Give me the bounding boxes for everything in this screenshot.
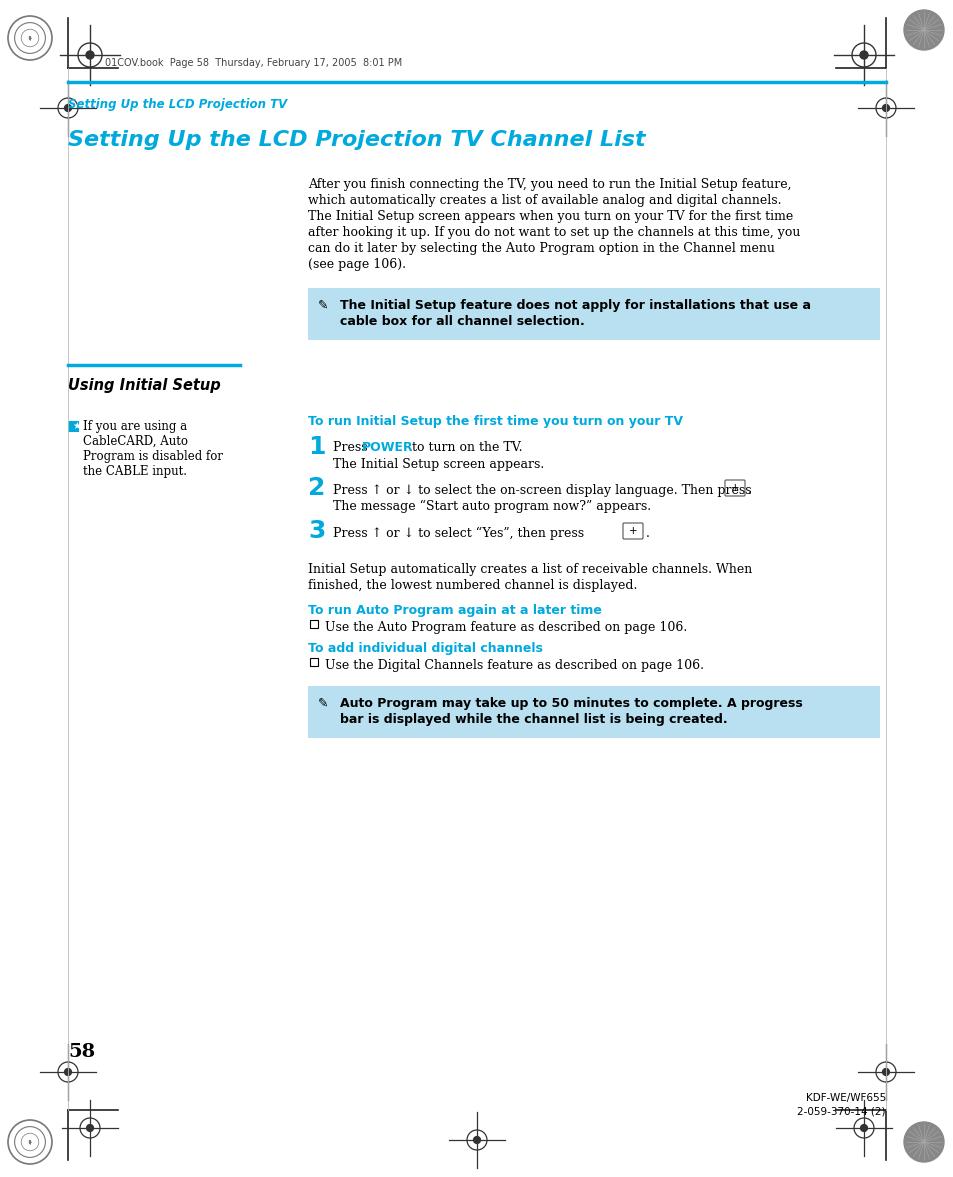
Text: The message “Start auto program now?” appears.: The message “Start auto program now?” ap… xyxy=(333,500,651,513)
Text: 01COV.book  Page 58  Thursday, February 17, 2005  8:01 PM: 01COV.book Page 58 Thursday, February 17… xyxy=(105,58,402,68)
Text: can do it later by selecting the Auto Program option in the Channel menu: can do it later by selecting the Auto Pr… xyxy=(308,242,774,255)
Text: POWER: POWER xyxy=(361,441,414,454)
Circle shape xyxy=(65,1069,71,1076)
Text: If you are using a: If you are using a xyxy=(83,420,187,433)
Text: Auto Program may take up to 50 minutes to complete. A progress: Auto Program may take up to 50 minutes t… xyxy=(339,697,801,710)
Circle shape xyxy=(859,51,867,59)
FancyBboxPatch shape xyxy=(308,686,879,738)
Text: Program is disabled for: Program is disabled for xyxy=(83,450,223,463)
Text: 58: 58 xyxy=(68,1043,95,1060)
Text: ✎: ✎ xyxy=(317,299,328,312)
Text: Setting Up the LCD Projection TV Channel List: Setting Up the LCD Projection TV Channel… xyxy=(68,129,645,149)
Text: the CABLE input.: the CABLE input. xyxy=(83,465,187,478)
Circle shape xyxy=(86,51,94,59)
Text: +: + xyxy=(628,526,637,536)
Text: 2: 2 xyxy=(308,476,325,500)
Circle shape xyxy=(903,1122,943,1162)
Circle shape xyxy=(882,105,888,112)
Text: .: . xyxy=(645,527,649,540)
Circle shape xyxy=(87,1124,93,1131)
Text: Press ↑ or ↓ to select “Yes”, then press: Press ↑ or ↓ to select “Yes”, then press xyxy=(333,527,583,540)
Text: Initial Setup automatically creates a list of receivable channels. When: Initial Setup automatically creates a li… xyxy=(308,563,752,576)
Text: bar is displayed while the channel list is being created.: bar is displayed while the channel list … xyxy=(339,713,727,726)
Circle shape xyxy=(903,9,943,49)
Text: KDF-WE/WF655: KDF-WE/WF655 xyxy=(805,1093,885,1103)
Text: 2-059-370-14 (2): 2-059-370-14 (2) xyxy=(797,1106,885,1116)
Text: The Initial Setup feature does not apply for installations that use a: The Initial Setup feature does not apply… xyxy=(339,299,810,312)
Text: 1: 1 xyxy=(308,435,325,459)
FancyBboxPatch shape xyxy=(68,421,79,432)
Text: .: . xyxy=(747,484,751,497)
Text: Use the Digital Channels feature as described on page 106.: Use the Digital Channels feature as desc… xyxy=(325,659,703,672)
Text: Press: Press xyxy=(333,441,372,454)
Text: CableCARD, Auto: CableCARD, Auto xyxy=(83,435,188,448)
Text: The Initial Setup screen appears when you turn on your TV for the first time: The Initial Setup screen appears when yo… xyxy=(308,210,792,222)
Text: Press ↑ or ↓ to select the on-screen display language. Then press: Press ↑ or ↓ to select the on-screen dis… xyxy=(333,484,751,497)
Circle shape xyxy=(65,105,71,112)
Circle shape xyxy=(882,1069,888,1076)
Text: ✎: ✎ xyxy=(317,697,328,710)
Text: ★: ★ xyxy=(71,421,81,431)
FancyBboxPatch shape xyxy=(622,523,642,539)
Text: To run Auto Program again at a later time: To run Auto Program again at a later tim… xyxy=(308,604,601,617)
Text: +: + xyxy=(730,483,739,493)
Text: cable box for all channel selection.: cable box for all channel selection. xyxy=(339,315,584,328)
FancyBboxPatch shape xyxy=(724,480,744,496)
Text: The Initial Setup screen appears.: The Initial Setup screen appears. xyxy=(333,458,543,471)
Text: (see page 106).: (see page 106). xyxy=(308,258,406,271)
Circle shape xyxy=(860,1124,866,1131)
Text: After you finish connecting the TV, you need to run the Initial Setup feature,: After you finish connecting the TV, you … xyxy=(308,178,791,191)
Circle shape xyxy=(473,1137,480,1144)
FancyBboxPatch shape xyxy=(310,620,317,629)
Text: Setting Up the LCD Projection TV: Setting Up the LCD Projection TV xyxy=(68,98,287,111)
Text: Use the Auto Program feature as described on page 106.: Use the Auto Program feature as describe… xyxy=(325,621,686,634)
Text: finished, the lowest numbered channel is displayed.: finished, the lowest numbered channel is… xyxy=(308,579,637,592)
Text: which automatically creates a list of available analog and digital channels.: which automatically creates a list of av… xyxy=(308,194,781,207)
Text: To add individual digital channels: To add individual digital channels xyxy=(308,641,542,654)
Text: to turn on the TV.: to turn on the TV. xyxy=(408,441,522,454)
FancyBboxPatch shape xyxy=(310,658,317,666)
Text: 3: 3 xyxy=(308,519,325,543)
FancyBboxPatch shape xyxy=(308,288,879,340)
Text: Using Initial Setup: Using Initial Setup xyxy=(68,378,220,393)
Text: after hooking it up. If you do not want to set up the channels at this time, you: after hooking it up. If you do not want … xyxy=(308,226,800,239)
Text: To run Initial Setup the first time you turn on your TV: To run Initial Setup the first time you … xyxy=(308,415,682,428)
